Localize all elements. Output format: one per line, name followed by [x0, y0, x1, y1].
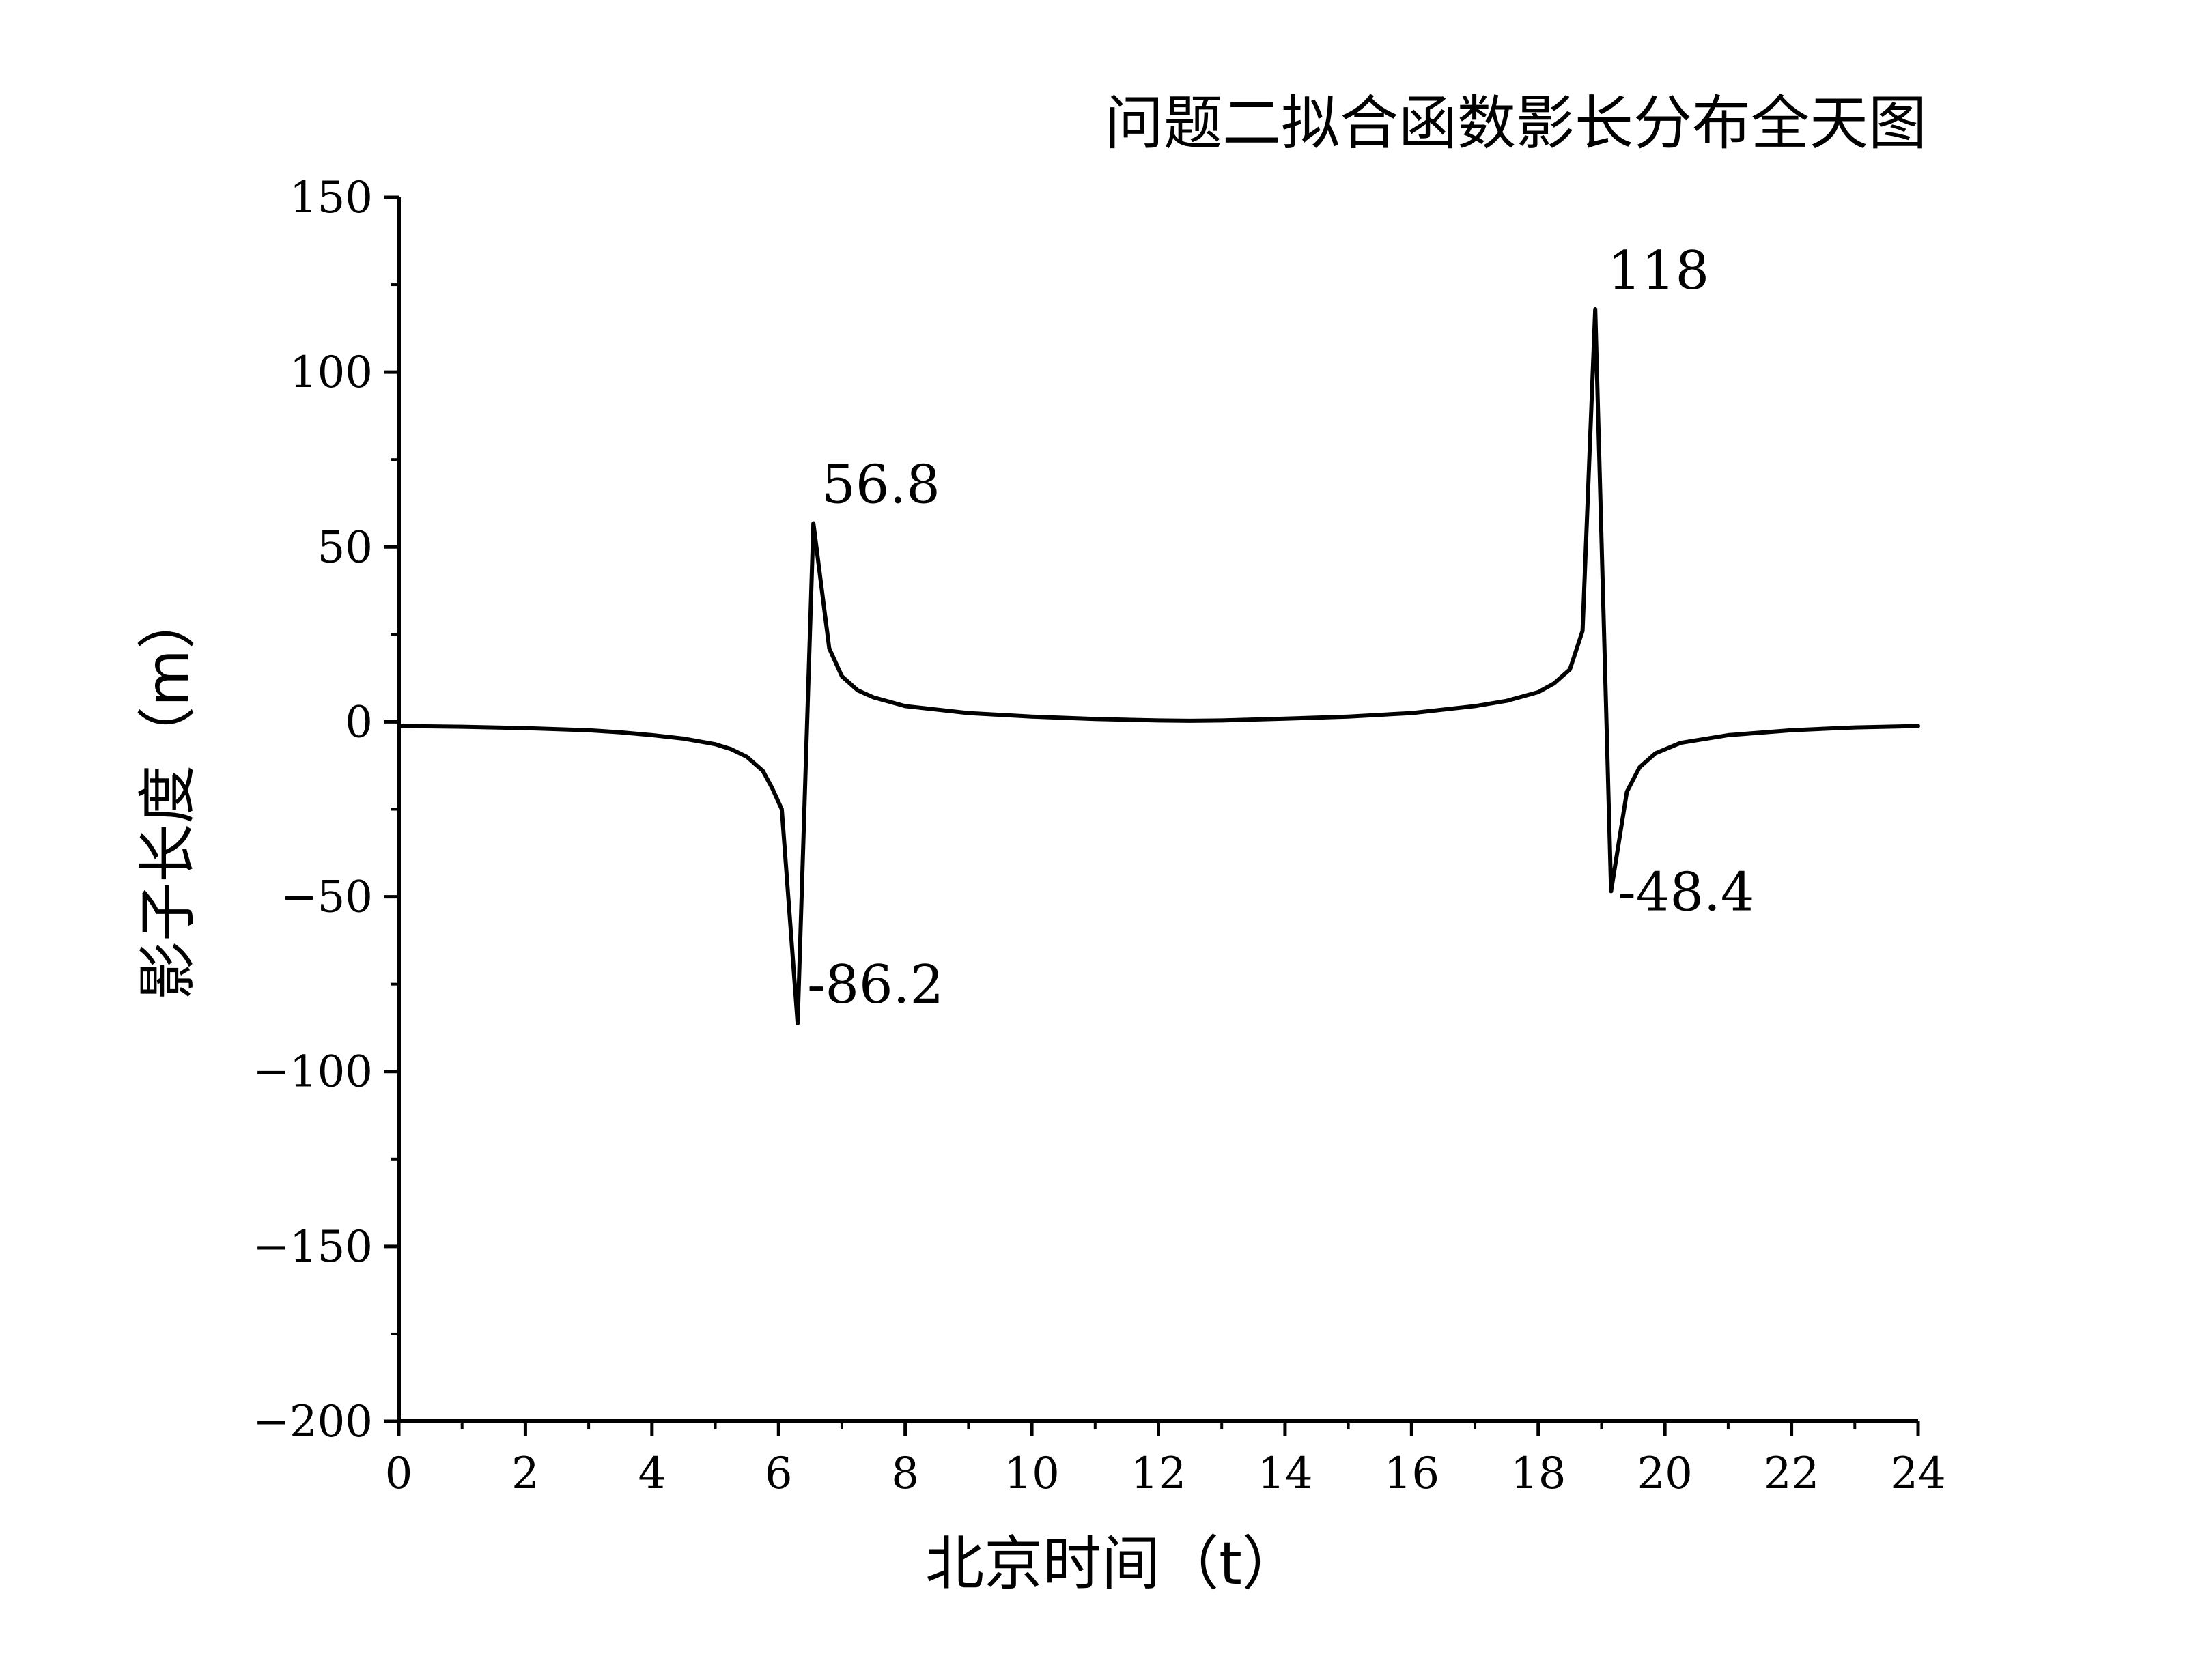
- x-axis: 0 2 4 6 8 10 12 14 16 18 20 22 24: [385, 1419, 1946, 1499]
- y-tick-label: −50: [281, 872, 373, 923]
- x-tick-label: 20: [1637, 1449, 1692, 1499]
- data-label: -48.4: [1618, 862, 1754, 923]
- series-line-shadow-length: [397, 307, 1920, 1025]
- chart-title: 问题二拟合函数影长分布全天图: [1105, 89, 1927, 158]
- x-tick-label: 14: [1257, 1449, 1312, 1499]
- y-tick-label: −100: [253, 1047, 373, 1098]
- data-label: 118: [1607, 240, 1709, 302]
- x-tick-label: 22: [1764, 1449, 1819, 1499]
- x-tick-label: 10: [1004, 1449, 1059, 1499]
- y-tick-label: −200: [253, 1397, 373, 1447]
- x-tick-label: 8: [891, 1449, 919, 1499]
- data-annotations: 56.8 -86.2 118 -48.4: [807, 240, 1754, 1016]
- x-tick-label: 18: [1510, 1449, 1566, 1499]
- x-tick-label: 16: [1384, 1449, 1439, 1499]
- y-axis: 150 100 50 0 −50 −100 −150 −200: [253, 173, 401, 1447]
- data-label: -86.2: [807, 954, 944, 1016]
- y-tick-label: −150: [253, 1222, 373, 1272]
- x-tick-label: 24: [1890, 1449, 1945, 1499]
- x-tick-label: 0: [385, 1449, 413, 1499]
- x-axis-title: 北京时间（t）: [925, 1530, 1301, 1598]
- x-tick-label: 4: [638, 1449, 666, 1499]
- y-tick-label: 100: [290, 347, 373, 398]
- x-tick-label: 6: [765, 1449, 793, 1499]
- data-label: 56.8: [821, 454, 940, 515]
- y-tick-label: 150: [290, 173, 373, 223]
- y-axis-title: 影子长度（m）: [134, 590, 202, 1000]
- x-tick-label: 12: [1131, 1449, 1186, 1499]
- y-tick-label: 50: [318, 522, 373, 573]
- y-tick-label: 0: [345, 697, 373, 748]
- x-tick-label: 2: [511, 1449, 539, 1499]
